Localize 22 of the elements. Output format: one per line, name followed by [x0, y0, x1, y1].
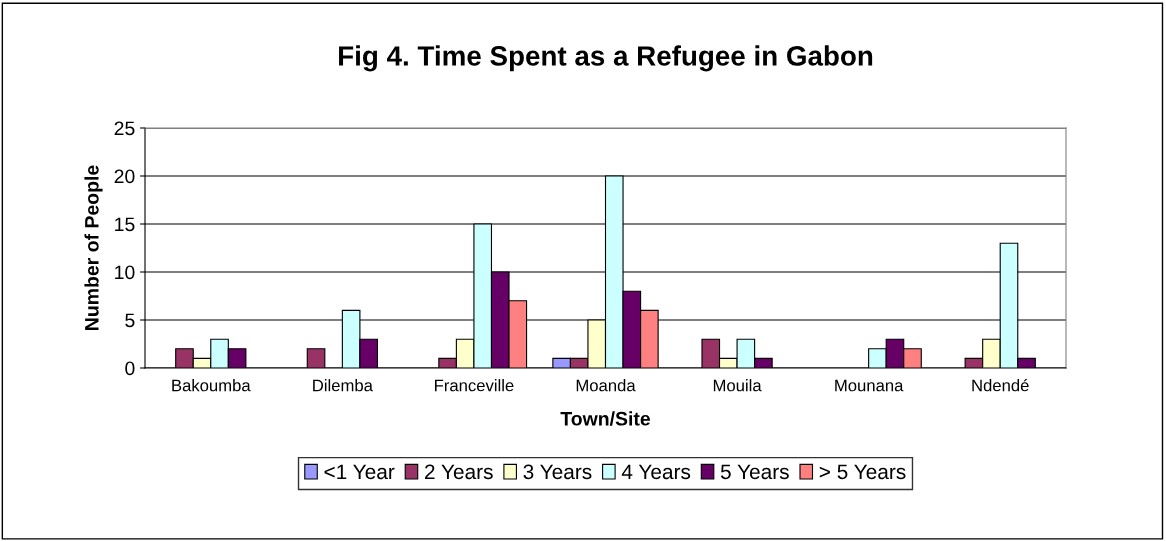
x-tick-label: Ndendé	[972, 378, 1029, 392]
x-tick-label: Dilemba	[313, 379, 373, 392]
y-axis-title: Number of People	[84, 165, 103, 330]
x-tick-label: Bakoumba	[172, 379, 251, 392]
legend-label: > 5 Years	[819, 464, 906, 480]
y-tick-label: 25	[114, 121, 135, 136]
legend-label: 3 Years	[523, 464, 592, 480]
legend-label: 5 Years	[720, 464, 789, 480]
y-tick-label: 5	[125, 313, 135, 328]
y-tick-label: 20	[114, 169, 135, 184]
y-tick-label: 0	[125, 361, 135, 376]
y-tick-label: 10	[115, 265, 135, 280]
y-tick-label: 15	[115, 217, 135, 232]
x-axis-title: Town/Site	[560, 411, 651, 426]
x-tick-label: Franceville	[435, 379, 514, 392]
legend-label: <1 Year	[324, 464, 395, 480]
legend-label: 2 Years	[425, 464, 493, 480]
chart-title: Fig 4. Time Spent as a Refugee in Gabon	[339, 45, 873, 72]
legend-label: 4 Years	[621, 464, 691, 480]
x-tick-label: Mounana	[835, 379, 904, 392]
x-tick-label: Mouila	[713, 379, 762, 392]
x-tick-label: Moanda	[576, 379, 636, 392]
